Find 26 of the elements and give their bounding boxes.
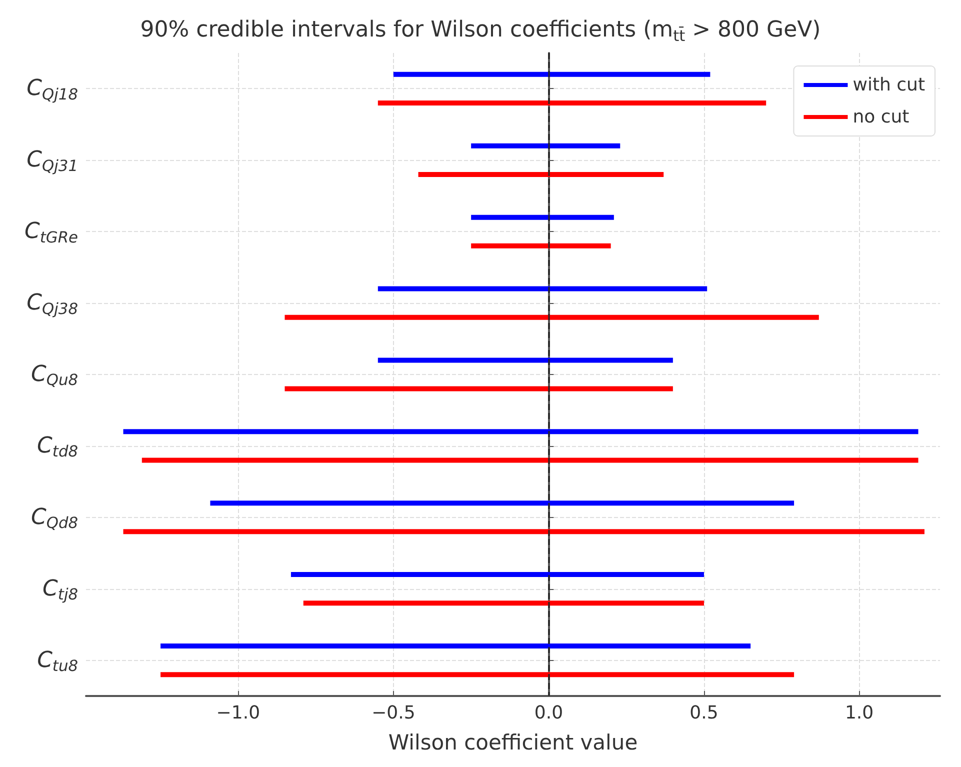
bar xyxy=(378,286,708,292)
bar xyxy=(378,358,673,363)
bar xyxy=(160,643,751,648)
bar xyxy=(393,72,710,77)
bar xyxy=(471,143,620,148)
legend-label: with cut xyxy=(852,74,926,96)
x-tick-label: 0.0 xyxy=(534,702,564,724)
x-axis-title: Wilson coefficient value xyxy=(388,730,638,754)
bar xyxy=(160,672,794,678)
bar xyxy=(123,429,918,434)
x-tick-label: −1.0 xyxy=(216,702,260,724)
bar xyxy=(471,243,611,248)
bar xyxy=(303,600,704,606)
bar xyxy=(378,100,766,106)
x-tick-label: 1.0 xyxy=(844,702,874,724)
bar xyxy=(210,500,794,506)
x-tick-label: −0.5 xyxy=(372,702,416,724)
bar xyxy=(123,529,924,534)
bar xyxy=(471,214,614,220)
bar xyxy=(290,572,704,578)
bar xyxy=(418,172,664,177)
legend-label: no cut xyxy=(852,106,910,128)
bar xyxy=(142,458,918,463)
x-tick-label: 0.5 xyxy=(690,702,718,724)
bar xyxy=(284,314,819,320)
bar xyxy=(284,386,673,392)
